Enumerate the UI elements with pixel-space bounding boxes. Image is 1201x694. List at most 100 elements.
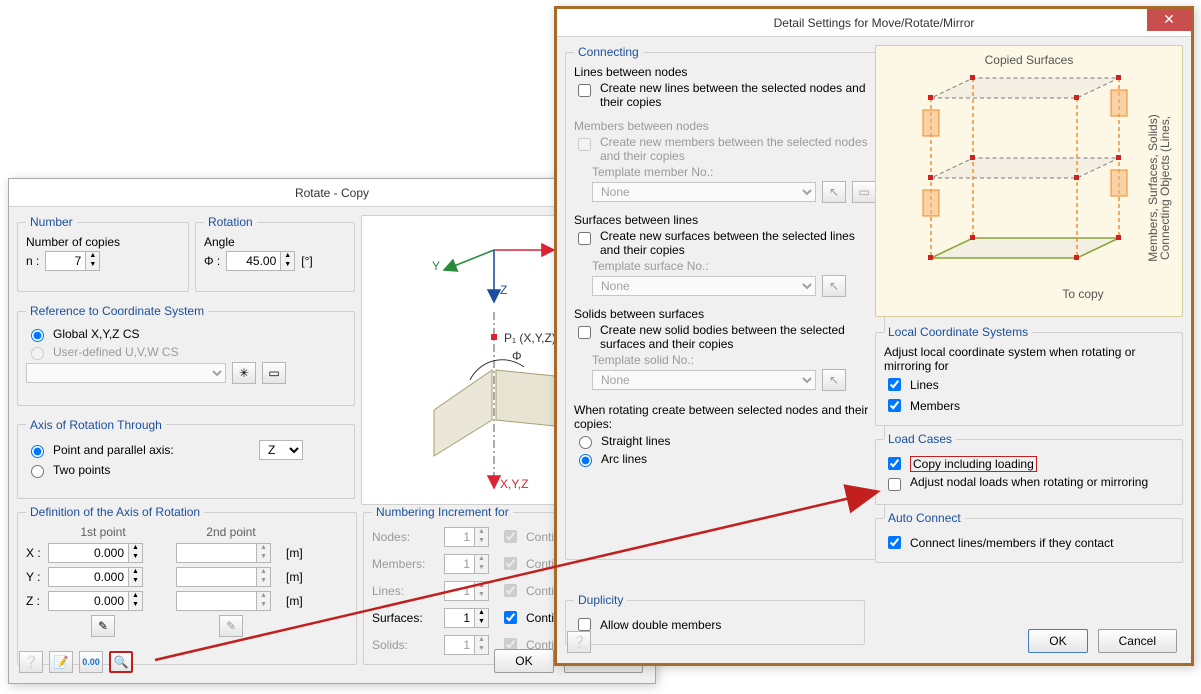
user-cs-select [26, 363, 226, 383]
lbl-straight-lines: Straight lines [601, 434, 670, 448]
group-axis-through: Axis of Rotation Through Point and paral… [17, 418, 355, 499]
lbl-copy-loading: Copy including loading [910, 456, 1037, 472]
z1-input[interactable] [48, 591, 128, 611]
lbl-template-solid: Template solid No.: [592, 353, 876, 367]
z1-spinner[interactable]: ▲▼ [128, 591, 143, 611]
group-loadcases: Load Cases Copy including loading Adjust… [875, 432, 1183, 505]
incr-label-3: Surfaces: [372, 611, 444, 625]
detail-settings-dialog: Detail Settings for Move/Rotate/Mirror ✕… [554, 6, 1194, 666]
lbl-rotating-create: When rotating create between selected no… [574, 403, 876, 431]
incr-value-0: ▲▼ [444, 527, 500, 547]
legend-connecting: Connecting [574, 45, 643, 59]
phi-prefix: Φ : [204, 254, 220, 268]
hdr-lines-between: Lines between nodes [574, 65, 876, 79]
pick-member-icon: ↖ [822, 181, 846, 203]
group-rotation: Rotation Angle Φ : ▲▼ [°] [195, 215, 355, 292]
y2-input [176, 567, 256, 587]
legend-refcs: Reference to Coordinate System [26, 304, 208, 318]
incr-label-0: Nodes: [372, 530, 444, 544]
radio-arc-lines[interactable] [579, 454, 592, 467]
pick-point2-icon: ✎ [219, 615, 243, 637]
lbl-adjust-nodal: Adjust nodal loads when rotating or mirr… [910, 475, 1148, 489]
detail-titlebar[interactable]: Detail Settings for Move/Rotate/Mirror ✕ [557, 9, 1191, 37]
hdr-2nd-point: 2nd point [176, 525, 286, 539]
lbl-autoconnect: Connect lines/members if they contact [910, 536, 1113, 550]
x1-input[interactable] [48, 543, 128, 563]
radio-user-cs [31, 347, 44, 360]
radio-straight-lines[interactable] [579, 436, 592, 449]
z2-spinner: ▲▼ [256, 591, 271, 611]
radio-point-parallel[interactable] [31, 445, 44, 458]
y2-spinner: ▲▼ [256, 567, 271, 587]
units-icon[interactable]: 0.00 [79, 651, 103, 673]
lbl-localcs-lines: Lines [910, 378, 939, 392]
svg-text:Connecting Objects (Lines,: Connecting Objects (Lines, [1158, 116, 1172, 260]
chk-localcs-lines[interactable] [888, 378, 901, 391]
hdr-surfaces-between: Surfaces between lines [574, 213, 876, 227]
template-surface-select: None [592, 276, 816, 296]
n-copies-spinner[interactable]: ▲▼ [85, 251, 100, 271]
lbl-arc-lines: Arc lines [601, 452, 647, 466]
legend-increment: Numbering Increment for [372, 505, 513, 519]
detail-cancel-button[interactable]: Cancel [1098, 629, 1177, 653]
incr-value-3[interactable]: ▲▼ [444, 608, 500, 628]
chk-localcs-members[interactable] [888, 399, 901, 412]
rotate-ok-button[interactable]: OK [494, 649, 553, 673]
detail-ok-button[interactable]: OK [1028, 629, 1087, 653]
z2-input [176, 591, 256, 611]
group-definition: Definition of the Axis of Rotation 1st p… [17, 505, 357, 665]
rotate-title: Rotate - Copy [295, 186, 369, 200]
detail-illustration-svg: Copied Surfaces To copy Connecting Objec… [879, 48, 1179, 314]
details-icon[interactable]: 🔍 [109, 651, 133, 673]
pick-cs-icon[interactable]: ▭ [262, 362, 286, 384]
x1-spinner[interactable]: ▲▼ [128, 543, 143, 563]
hdr-members-between: Members between nodes [574, 119, 876, 133]
legend-duplicity: Duplicity [574, 593, 627, 607]
preview-phi-label: Φ [512, 349, 522, 363]
preview-z-label: Z [500, 283, 507, 297]
angle-spinner[interactable]: ▲▼ [280, 251, 295, 271]
n-prefix: n : [26, 254, 39, 268]
detail-illustration: Copied Surfaces To copy Connecting Objec… [875, 45, 1183, 317]
svg-text:Copied Surfaces: Copied Surfaces [985, 53, 1074, 67]
detail-help-icon[interactable]: ❔ [567, 631, 591, 653]
radio-global-cs[interactable] [31, 329, 44, 342]
n-copies-input[interactable] [45, 251, 85, 271]
chk-new-surfaces[interactable] [578, 232, 591, 245]
chk-new-lines[interactable] [578, 84, 591, 97]
chk-copy-loading[interactable] [888, 457, 901, 470]
new-cs-icon[interactable]: ✳ [232, 362, 256, 384]
label-user-cs: User-defined U,V,W CS [53, 345, 179, 359]
angle-input[interactable] [226, 251, 280, 271]
preview-y-label: Y [432, 259, 440, 273]
label-point-parallel: Point and parallel axis: [53, 443, 253, 457]
pick-point1-icon[interactable]: ✎ [91, 615, 115, 637]
close-icon[interactable]: ✕ [1147, 9, 1191, 31]
lbl-template-member: Template member No.: [592, 165, 876, 179]
legend-rotation: Rotation [204, 215, 257, 229]
help-icon[interactable]: ❔ [19, 651, 43, 673]
radio-two-points[interactable] [31, 465, 44, 478]
incr-value-2: ▲▼ [444, 581, 500, 601]
y-unit: [m] [286, 570, 316, 584]
chk-new-solids[interactable] [578, 326, 591, 339]
chk-new-members [578, 138, 591, 151]
edit-icon[interactable]: 📝 [49, 651, 73, 673]
lbl-new-surfaces: Create new surfaces between the selected… [600, 229, 876, 257]
axis-select[interactable]: Z [259, 440, 303, 460]
preview-xyz-label: X,Y,Z [500, 477, 528, 491]
chk-autoconnect[interactable] [888, 536, 901, 549]
group-number: Number Number of copies n : ▲▼ [17, 215, 189, 292]
group-autoconnect: Auto Connect Connect lines/members if th… [875, 511, 1183, 563]
chk-allow-double[interactable] [578, 618, 591, 631]
chk-adjust-nodal[interactable] [888, 478, 901, 491]
group-refcs: Reference to Coordinate System Global X,… [17, 304, 355, 405]
z-label: Z : [26, 594, 48, 608]
pick-solid-icon: ↖ [822, 369, 846, 391]
y1-input[interactable] [48, 567, 128, 587]
lbl-new-solids: Create new solid bodies between the sele… [600, 323, 876, 351]
legend-loadcases: Load Cases [884, 432, 956, 446]
y1-spinner[interactable]: ▲▼ [128, 567, 143, 587]
label-two-points: Two points [53, 463, 110, 477]
lbl-localcs: Adjust local coordinate system when rota… [884, 345, 1174, 373]
